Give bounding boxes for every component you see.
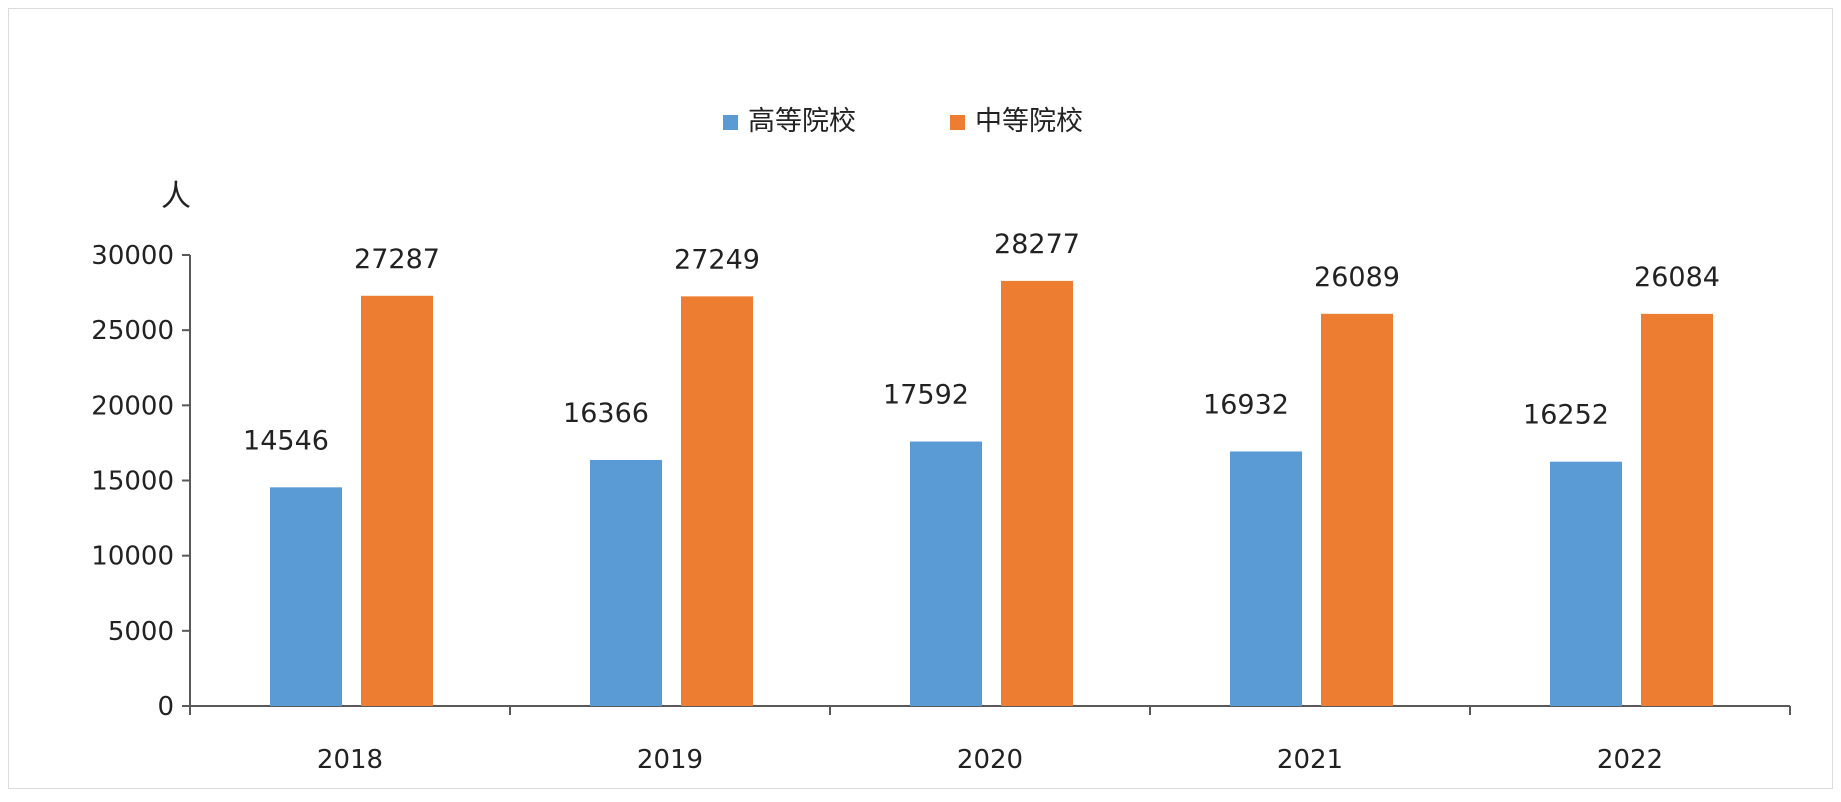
data-label: 26084 <box>1634 262 1720 293</box>
data-label: 14546 <box>243 425 329 456</box>
bar-series-1 <box>1230 451 1302 706</box>
bar-series-2 <box>1321 313 1393 706</box>
data-label: 26089 <box>1314 262 1400 293</box>
x-tick-label: 2020 <box>957 745 1023 775</box>
bar-series-1 <box>270 487 342 706</box>
y-tick-label: 5000 <box>108 617 174 647</box>
legend-label: 中等院校 <box>975 106 1083 137</box>
y-tick-label: 30000 <box>91 241 174 271</box>
bar-series-2 <box>361 295 433 706</box>
bar-series-2 <box>1641 313 1713 706</box>
legend-swatch <box>950 115 965 130</box>
x-tick-label: 2018 <box>317 745 383 775</box>
chart-frame <box>8 8 1833 789</box>
bar-series-1 <box>1550 461 1622 706</box>
x-tick-label: 2021 <box>1277 745 1343 775</box>
data-label: 17592 <box>883 380 969 411</box>
data-label: 16932 <box>1203 389 1289 420</box>
y-tick-label: 10000 <box>91 542 174 572</box>
data-label: 28277 <box>994 229 1080 260</box>
bar-series-2 <box>1001 280 1073 706</box>
data-label: 27249 <box>674 244 760 275</box>
y-tick-label: 0 <box>157 692 174 722</box>
bar-series-1 <box>590 459 662 706</box>
legend-label: 高等院校 <box>748 106 856 137</box>
legend-swatch <box>723 115 738 130</box>
x-tick-label: 2019 <box>637 745 703 775</box>
data-label: 27287 <box>354 244 440 275</box>
bar-series-1 <box>910 441 982 706</box>
y-axis-unit-label: 人 <box>161 179 191 214</box>
x-tick-label: 2022 <box>1597 745 1663 775</box>
data-label: 16252 <box>1523 400 1609 431</box>
bar-series-2 <box>681 296 753 706</box>
y-tick-label: 15000 <box>91 467 174 497</box>
y-tick-label: 25000 <box>91 316 174 346</box>
data-label: 16366 <box>563 398 649 429</box>
y-tick-label: 20000 <box>91 391 174 421</box>
